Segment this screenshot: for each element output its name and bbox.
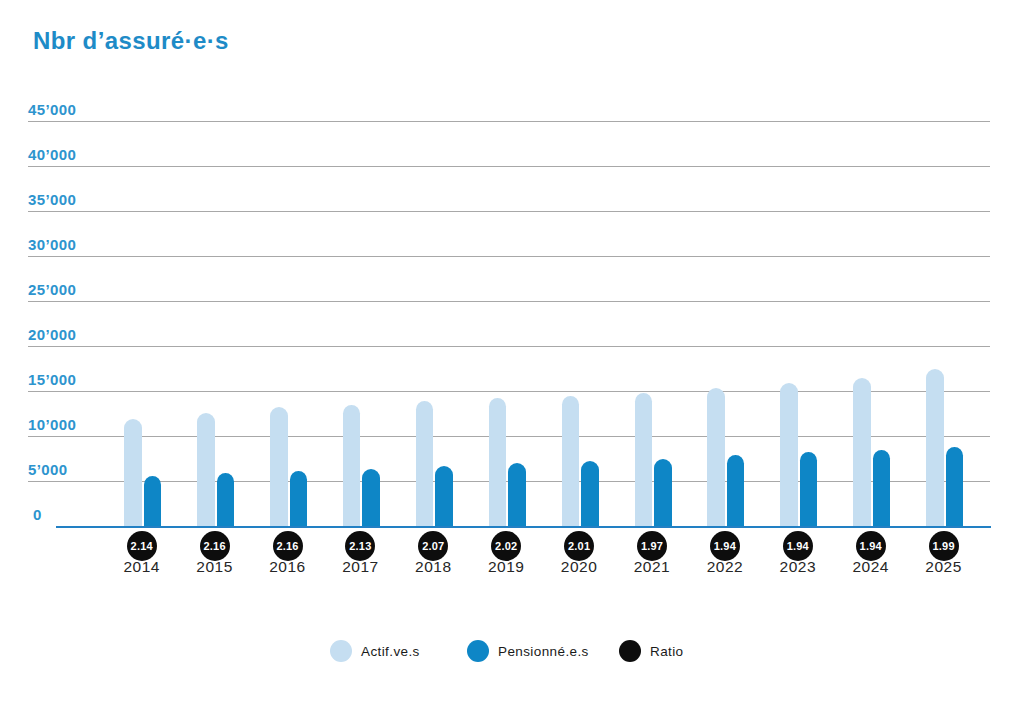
y-axis-label: 45’000 [28, 101, 76, 118]
gridline [28, 391, 990, 392]
ratio-badge-2019: 2.02 [491, 531, 521, 561]
bar-pension-2020 [581, 461, 599, 526]
legend-swatch-icon [330, 640, 352, 662]
x-axis-label-2019: 2019 [469, 558, 543, 576]
bar-active-2025 [926, 369, 944, 526]
legend-label: Ratio [650, 644, 684, 659]
ratio-badge-2021: 1.97 [637, 531, 667, 561]
y-axis-label: 40’000 [28, 146, 76, 163]
y-axis-label: 20’000 [28, 326, 76, 343]
bar-pension-2019 [508, 463, 526, 526]
legend-swatch-icon [619, 640, 641, 662]
bar-active-2024 [853, 378, 871, 527]
gridline [28, 166, 990, 167]
gridline [28, 211, 990, 212]
x-axis-label-2015: 2015 [178, 558, 252, 576]
ratio-badge-2023: 1.94 [783, 531, 813, 561]
bar-pension-2021 [654, 459, 672, 527]
bar-active-2016 [270, 407, 288, 526]
gridline [28, 121, 990, 122]
bar-active-2015 [197, 413, 215, 526]
y-axis-label: 5’000 [28, 461, 68, 478]
x-axis-label-2024: 2024 [834, 558, 908, 576]
y-axis-label: 25’000 [28, 281, 76, 298]
y-axis-label: 35’000 [28, 191, 76, 208]
gridline [28, 436, 990, 437]
bar-active-2017 [343, 405, 361, 527]
legend-label: Actif.ve.s [361, 644, 420, 659]
bar-pension-2015 [217, 473, 235, 526]
x-axis-label-2014: 2014 [105, 558, 179, 576]
bar-pension-2025 [946, 447, 964, 526]
chart-page: Nbr d’assuré·e·s 45’00040’00035’00030’00… [0, 0, 1024, 719]
x-axis-label-2017: 2017 [323, 558, 397, 576]
y-axis-label: 30’000 [28, 236, 76, 253]
ratio-badge-2024: 1.94 [856, 531, 886, 561]
legend-label: Pensionné.e.s [498, 644, 589, 659]
ratio-badge-2025: 1.99 [929, 531, 959, 561]
ratio-badge-2015: 2.16 [200, 531, 230, 561]
bar-pension-2014 [144, 476, 162, 526]
x-axis-label-2022: 2022 [688, 558, 762, 576]
x-axis-label-2023: 2023 [761, 558, 835, 576]
bar-chart: 45’000 40’000 35’000 30’000 25’000 20’000 15’0… [0, 0, 1024, 719]
legend-swatch-icon [467, 640, 489, 662]
ratio-badge-2016: 2.16 [273, 531, 303, 561]
gridline [28, 301, 990, 302]
x-axis-line [56, 526, 991, 528]
bar-pension-2024 [873, 450, 891, 527]
bar-pension-2016 [290, 471, 308, 526]
ratio-badge-2022: 1.94 [710, 531, 740, 561]
ratio-badge-2020: 2.01 [564, 531, 594, 561]
ratio-badge-2017: 2.13 [345, 531, 375, 561]
bar-active-2021 [635, 393, 653, 526]
gridline [28, 346, 990, 347]
legend-item-ratio: Ratio [619, 640, 684, 662]
legend-item-actif-ve-s: Actif.ve.s [330, 640, 420, 662]
bar-pension-2018 [435, 466, 453, 526]
y-axis-label: 15’000 [28, 371, 76, 388]
bar-active-2014 [124, 419, 142, 526]
bar-active-2019 [489, 398, 507, 526]
ratio-badge-2014: 2.14 [127, 531, 157, 561]
bar-active-2020 [562, 396, 580, 527]
bar-active-2022 [707, 388, 725, 526]
x-axis-label-2021: 2021 [615, 558, 689, 576]
x-axis-label-2025: 2025 [907, 558, 981, 576]
bar-pension-2017 [362, 469, 380, 526]
x-axis-label-2016: 2016 [251, 558, 325, 576]
gridline [28, 256, 990, 257]
y-axis-label: 0 [33, 506, 42, 523]
ratio-badge-2018: 2.07 [418, 531, 448, 561]
legend-item-pensionn-e-s: Pensionné.e.s [467, 640, 589, 662]
bar-active-2018 [416, 401, 434, 526]
x-axis-label-2018: 2018 [396, 558, 470, 576]
bar-pension-2023 [800, 452, 818, 526]
bar-pension-2022 [727, 455, 745, 526]
y-axis-label: 10’000 [28, 416, 76, 433]
x-axis-label-2020: 2020 [542, 558, 616, 576]
bar-active-2023 [780, 383, 798, 526]
